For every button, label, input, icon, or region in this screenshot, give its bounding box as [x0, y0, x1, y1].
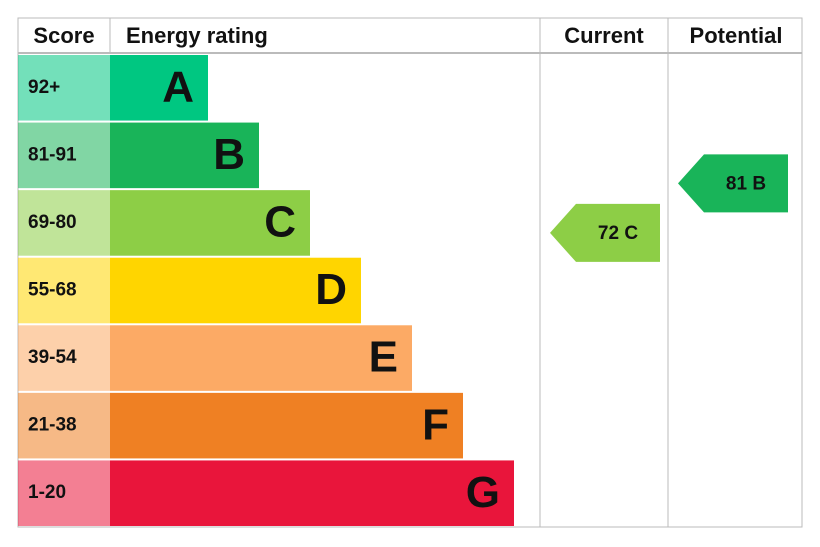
score-cell: [18, 55, 110, 121]
rating-bar: [110, 392, 463, 459]
score-label: 92+: [28, 77, 60, 98]
rating-arrow: [550, 203, 660, 262]
score-cell: [18, 460, 110, 526]
score-label: 81-91: [28, 144, 77, 165]
score-cell: [18, 392, 110, 459]
rating-bar: [110, 257, 361, 324]
header-rating: Energy rating: [126, 23, 268, 48]
score-label: 69-80: [28, 212, 77, 233]
score-cell: [18, 122, 110, 189]
score-label: 21-38: [28, 415, 77, 436]
header-potential: Potential: [690, 23, 783, 48]
arrow-label: 81 B: [726, 173, 766, 194]
rating-letter: G: [466, 468, 500, 517]
rating-letter: B: [213, 130, 245, 179]
rating-bar: [110, 55, 208, 121]
header-score: Score: [33, 23, 94, 48]
rating-letter: F: [422, 400, 449, 449]
arrow-label: 72 C: [598, 223, 638, 244]
score-cell: [18, 325, 110, 391]
rating-bar: [110, 460, 514, 526]
score-cell: [18, 190, 110, 256]
rating-arrow: [678, 154, 788, 213]
score-label: 55-68: [28, 280, 77, 301]
score-label: 1-20: [28, 482, 66, 503]
rating-letter: C: [264, 198, 296, 247]
rating-letter: A: [162, 62, 194, 111]
rating-letter: D: [315, 265, 347, 314]
score-label: 39-54: [28, 347, 77, 368]
rating-bar: [110, 190, 310, 256]
score-cell: [18, 257, 110, 324]
header-current: Current: [564, 23, 644, 48]
rating-bar: [110, 122, 259, 189]
rating-bar: [110, 325, 412, 391]
rating-letter: E: [369, 333, 398, 382]
